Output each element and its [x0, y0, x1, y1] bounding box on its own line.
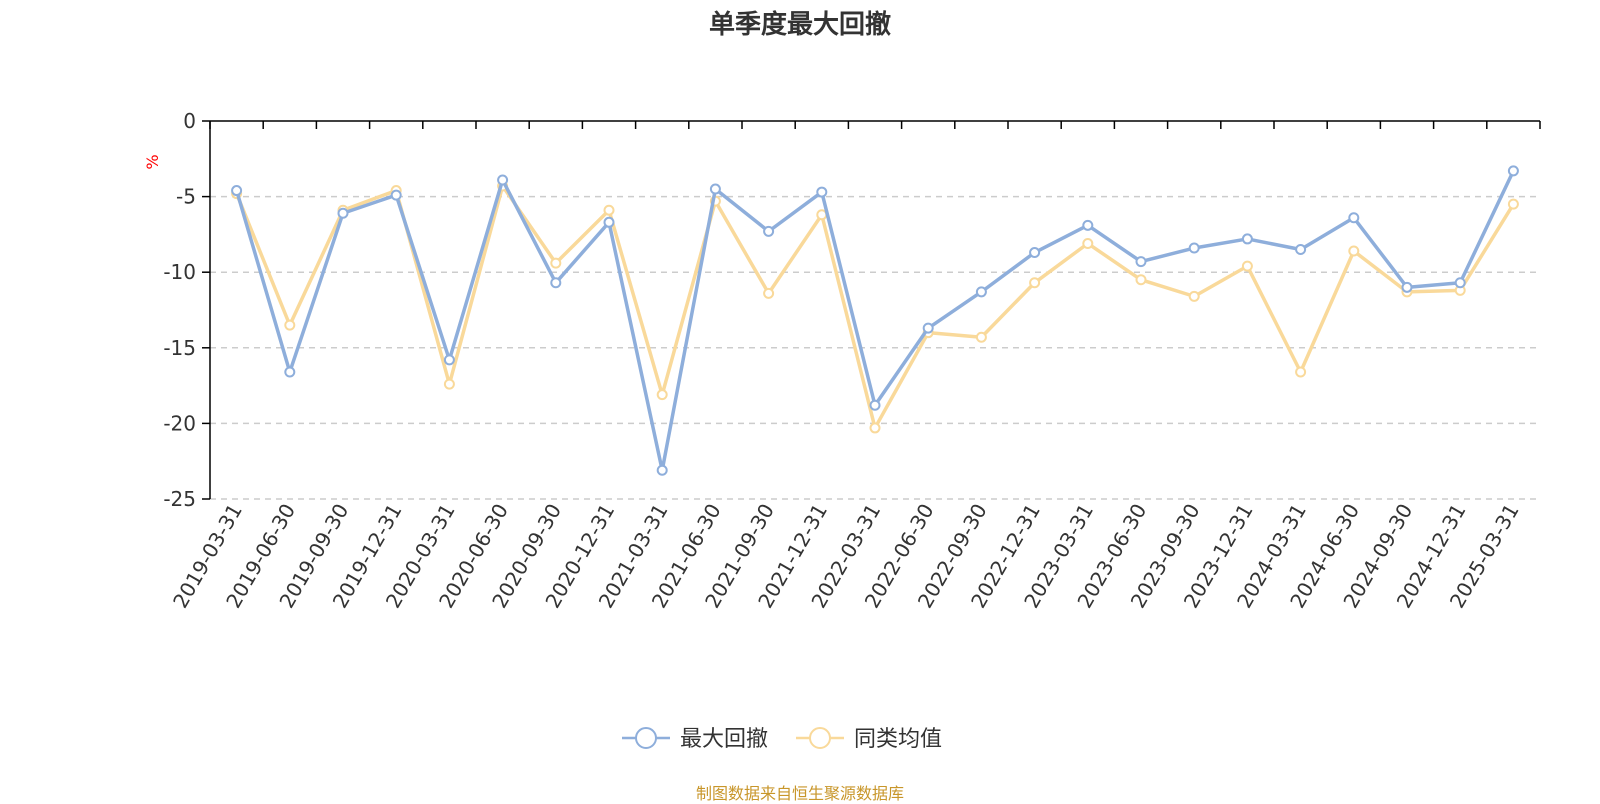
legend-label: 同类均值: [854, 727, 942, 752]
data-point: [656, 389, 668, 401]
data-point: [763, 287, 775, 299]
data-point: [1029, 247, 1041, 259]
data-point: [1241, 233, 1253, 245]
data-point: [1029, 277, 1041, 289]
y-tick-label: 0: [183, 109, 196, 133]
data-point: [1188, 242, 1200, 254]
data-point: [1135, 256, 1147, 268]
y-tick-label: -20: [163, 411, 196, 435]
chart-title: 单季度最大回撤: [708, 10, 891, 40]
data-point: [1241, 260, 1253, 272]
y-axis-label: %: [143, 154, 162, 169]
data-point: [337, 207, 349, 219]
data-point: [390, 189, 402, 201]
data-point: [284, 366, 296, 378]
data-point: [922, 322, 934, 334]
data-point: [1507, 198, 1519, 210]
data-point: [443, 378, 455, 390]
data-point: [1507, 165, 1519, 177]
data-point: [550, 277, 562, 289]
y-tick-label: -10: [163, 260, 196, 284]
data-point: [763, 225, 775, 237]
data-point: [869, 422, 881, 434]
y-tick-label: -25: [163, 487, 196, 511]
data-point: [1348, 245, 1360, 257]
data-point: [603, 216, 615, 228]
data-point: [1295, 244, 1307, 256]
data-point: [1135, 274, 1147, 286]
data-point: [1082, 237, 1094, 249]
chart-source: 制图数据来自恒生聚源数据库: [695, 784, 904, 803]
data-point: [603, 204, 615, 216]
legend-marker: [635, 727, 657, 749]
data-point: [816, 186, 828, 198]
legend-label: 最大回撤: [680, 727, 768, 752]
data-point: [1082, 219, 1094, 231]
data-point: [975, 331, 987, 343]
data-point: [284, 319, 296, 331]
data-point: [656, 464, 668, 476]
y-tick-label: -5: [176, 185, 196, 209]
data-point: [975, 286, 987, 298]
data-point: [1454, 277, 1466, 289]
data-point: [231, 185, 243, 197]
data-point: [443, 354, 455, 366]
data-point: [1401, 281, 1413, 293]
data-point: [869, 399, 881, 411]
legend-marker: [809, 727, 831, 749]
data-point: [1295, 366, 1307, 378]
data-point: [497, 174, 509, 186]
y-tick-label: -15: [163, 336, 196, 360]
data-point: [550, 257, 562, 269]
data-point: [709, 183, 721, 195]
data-point: [1348, 212, 1360, 224]
series-line: [234, 184, 1515, 430]
data-point: [1188, 290, 1200, 302]
